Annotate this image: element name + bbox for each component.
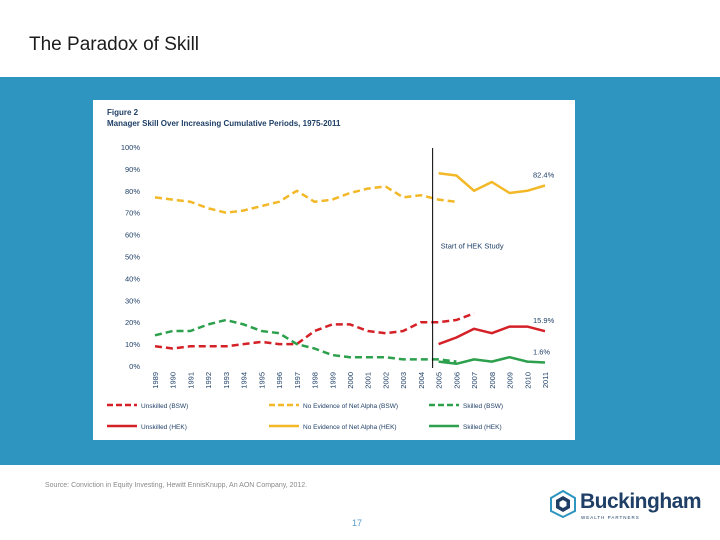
- series-line: [438, 355, 546, 366]
- legend-label: No Evidence of Net Alpha (BSW): [303, 403, 398, 410]
- figure-label: Figure 2: [107, 108, 139, 117]
- legend-label: Skilled (HEK): [463, 424, 502, 431]
- x-tick-label: 2001: [364, 372, 373, 389]
- x-tick-label: 2007: [470, 372, 479, 389]
- x-tick-label: 1992: [204, 372, 213, 389]
- buckingham-logo: Buckingham WEALTH PARTNERS: [550, 488, 710, 522]
- series-line: [154, 185, 457, 214]
- y-tick-label: 100%: [121, 143, 141, 152]
- series-line: [438, 172, 546, 195]
- y-tick-label: 80%: [125, 187, 140, 196]
- x-tick-label: 2011: [541, 372, 550, 388]
- x-tick-label: 1996: [275, 372, 284, 389]
- end-value-label: 1.6%: [533, 347, 550, 356]
- x-tick-label: 2004: [417, 372, 426, 389]
- x-tick-label: 2008: [488, 372, 497, 389]
- y-tick-label: 20%: [125, 318, 140, 327]
- hek-start-annotation: Start of HEK Study: [441, 242, 504, 251]
- x-tick-label: 2005: [435, 372, 444, 389]
- page-number: 17: [352, 518, 363, 528]
- y-tick-label: 60%: [125, 231, 140, 240]
- x-tick-label: 2002: [381, 372, 390, 389]
- hexagon-logo-icon: [550, 490, 576, 518]
- end-value-label: 15.9%: [533, 316, 555, 325]
- x-tick-label: 1998: [311, 372, 320, 389]
- x-tick-label: 2009: [506, 372, 515, 389]
- slide-title: The Paradox of Skill: [29, 34, 200, 55]
- y-tick-label: 90%: [125, 165, 140, 174]
- x-tick-label: 1991: [186, 372, 195, 389]
- legend-label: No Evidence of Net Alpha (HEK): [303, 424, 397, 431]
- x-tick-label: 2003: [399, 372, 408, 389]
- y-tick-label: 0%: [129, 362, 140, 371]
- y-tick-label: 30%: [125, 296, 140, 305]
- series-line: [154, 318, 457, 363]
- series-line: [154, 312, 475, 350]
- x-tick-label: 1994: [240, 372, 249, 389]
- x-tick-label: 2006: [452, 372, 461, 389]
- x-tick-label: 1997: [293, 372, 302, 389]
- x-tick-label: 1995: [257, 372, 266, 389]
- y-tick-label: 10%: [125, 340, 140, 349]
- logo-wordmark: Buckingham: [580, 490, 702, 513]
- y-tick-label: 50%: [125, 253, 140, 262]
- chart-svg: Figure 2 Manager Skill Over Increasing C…: [107, 108, 555, 431]
- x-tick-label: 2010: [523, 372, 532, 389]
- legend-label: Unskilled (BSW): [141, 403, 188, 410]
- y-tick-label: 40%: [125, 274, 140, 283]
- source-note: Source: Conviction in Equity Investing, …: [45, 482, 308, 489]
- logo-tagline: WEALTH PARTNERS: [581, 515, 640, 520]
- chart-title: Manager Skill Over Increasing Cumulative…: [107, 119, 341, 128]
- x-tick-label: 2000: [346, 372, 355, 389]
- end-value-label: 82.4%: [533, 171, 555, 180]
- legend-label: Unskilled (HEK): [141, 424, 187, 431]
- legend-label: Skilled (BSW): [463, 403, 503, 410]
- x-tick-label: 1990: [169, 372, 178, 389]
- series-line: [438, 325, 546, 346]
- y-tick-label: 70%: [125, 209, 140, 218]
- x-tick-label: 1999: [328, 372, 337, 389]
- figure-panel: Figure 2 Manager Skill Over Increasing C…: [93, 100, 575, 440]
- x-tick-label: 1989: [151, 372, 160, 389]
- x-tick-label: 1993: [222, 372, 231, 389]
